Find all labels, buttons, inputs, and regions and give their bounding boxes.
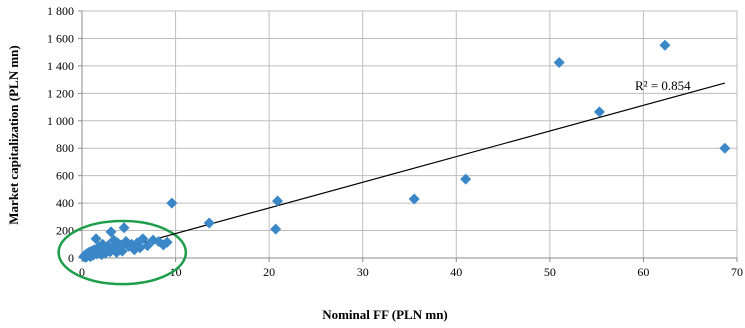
x-tick-label: 40 [450,265,462,279]
data-point [161,236,173,248]
data-point [593,106,605,118]
data-point [203,217,215,229]
data-point [719,142,731,154]
data-point [460,173,472,185]
axes [81,11,737,259]
data-point [272,195,284,207]
y-axis-ticks: 0 200 400 600 800 1 000 1 200 1 400 1 600 1 800 [47,4,82,265]
y-tick-label: 0 [68,251,74,265]
highlight-ellipse [57,219,188,286]
y-tick-label: 800 [56,141,74,155]
trendline [83,82,725,260]
y-tick-label: 1 800 [47,4,74,18]
x-axis-ticks: 0 10 20 30 40 50 60 70 [79,258,743,279]
data-point [553,56,565,68]
y-tick-label: 400 [56,196,74,210]
highlight-ellipse-layer [57,219,188,286]
data-point [118,222,130,234]
x-axis-title: Nominal FF (PLN mn) [322,307,448,322]
data-point [142,240,153,252]
data-point [166,197,178,209]
y-tick-label: 1 000 [47,114,74,128]
data-point [120,236,132,248]
x-tick-label: 0 [79,265,85,279]
y-tick-label: 1 200 [47,86,74,100]
data-point [116,245,128,257]
trendline-layer [83,82,725,260]
data-points [78,39,731,263]
y-axis-title: Market capitalization (PLN mn) [6,45,21,224]
x-tick-label: 60 [637,265,649,279]
r-squared-annotation: R² = 0.854 [635,78,691,93]
y-tick-label: 1 600 [47,31,74,45]
y-tick-label: 600 [56,169,74,183]
data-point [137,233,149,245]
data-point [90,233,102,245]
data-point [408,193,420,205]
y-tick-label: 200 [56,224,74,238]
data-point [270,223,282,235]
x-tick-label: 30 [357,265,369,279]
gridlines [82,10,738,258]
x-tick-label: 50 [544,265,556,279]
data-point [659,39,671,51]
data-point [105,226,117,238]
y-tick-label: 1 400 [47,59,74,73]
x-tick-label: 20 [263,265,275,279]
x-tick-label: 70 [731,265,743,279]
